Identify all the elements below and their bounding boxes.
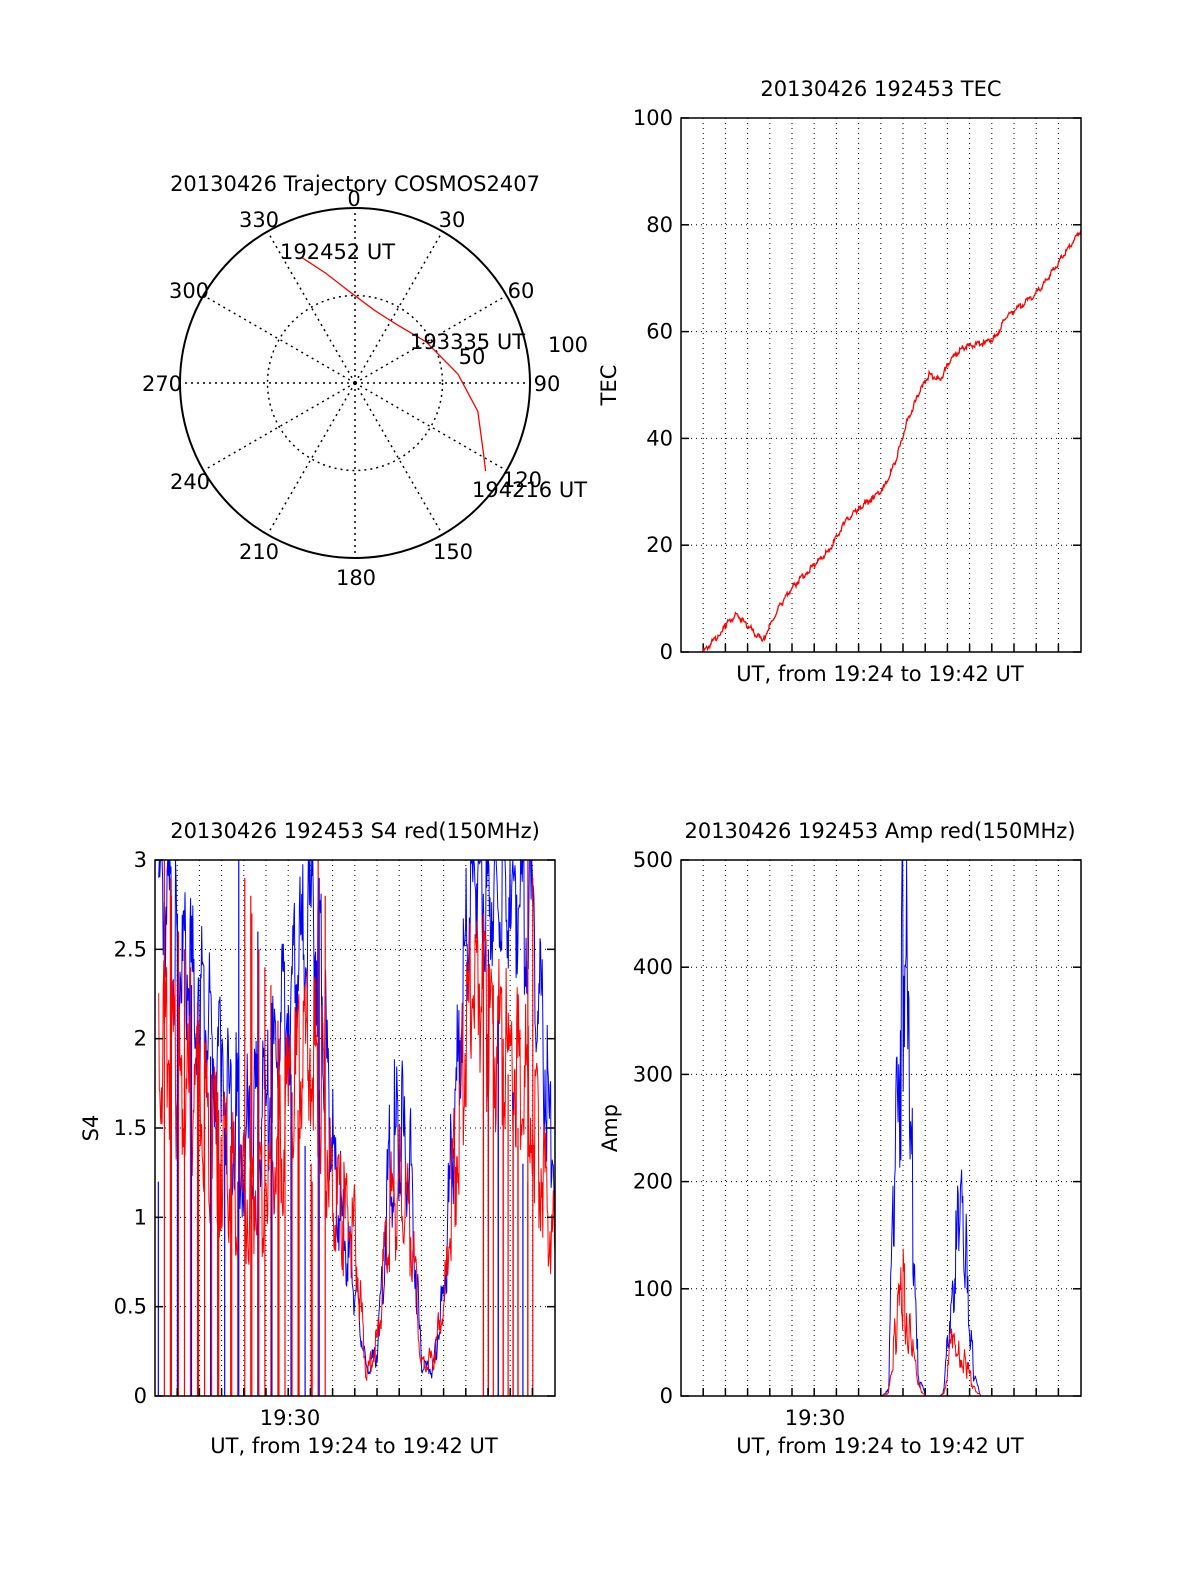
amp-plot-frame	[680, 859, 1082, 1397]
amp-y-tick-label: 200	[633, 1170, 673, 1194]
tec-y-tick-label: 100	[633, 106, 673, 130]
trajectory-track	[301, 256, 487, 472]
tec-series	[702, 229, 1082, 653]
angle-label-90: 90	[534, 372, 561, 396]
trajectory-title: 20130426 Trajectory COSMOS2407	[170, 172, 540, 196]
polar-spoke-210	[266, 382, 356, 535]
amp-series-line-1	[703, 1248, 1081, 1397]
s4-y-tick-label: 0.5	[114, 1295, 147, 1319]
polar-spoke-120	[354, 382, 507, 472]
polar-spoke-300	[203, 294, 356, 384]
amp-y-tick-label: 400	[633, 955, 673, 979]
angle-label-0: 0	[347, 187, 360, 211]
amp-y-ticks: 0 100 200 300 400 500	[633, 848, 1081, 1408]
tec-y-ticks: 0 20 40 60 80 100	[633, 106, 1081, 664]
angle-label-30: 30	[439, 208, 466, 232]
trajectory-mid-time: 193335 UT	[410, 330, 525, 354]
s4-y-tick-label: 2.5	[114, 937, 147, 961]
s4-y-tick-label: 0	[134, 1384, 147, 1408]
amp-y-tick-label: 300	[633, 1062, 673, 1086]
angle-label-240: 240	[170, 470, 210, 494]
amp-x-label: UT, from 19:24 to 19:42 UT	[736, 1434, 1024, 1458]
polar-angle-labels: 0 30 60 90 120 150 180 210 240 270 300 3…	[142, 187, 560, 590]
angle-label-300: 300	[169, 279, 209, 303]
trajectory-panel: 20130426 Trajectory COSMOS2407 0 30 60 9…	[142, 172, 588, 590]
tec-y-tick-label: 40	[646, 426, 673, 450]
tec-plot-frame	[680, 117, 1082, 653]
s4-series	[157, 859, 556, 1396]
s4-plot-frame	[154, 859, 556, 1397]
polar-spoke-240	[203, 382, 356, 472]
polar-spokes	[180, 208, 530, 558]
tec-y-label: TEC	[597, 365, 621, 407]
s4-y-ticks: 0 0.5 1 1.5 2 2.5 3	[114, 848, 555, 1408]
amp-y-label: Amp	[598, 1104, 622, 1152]
amp-y-tick-label: 100	[633, 1277, 673, 1301]
s4-x-tick-label: 19:30	[260, 1406, 321, 1430]
amp-series-line-0	[703, 859, 1081, 1397]
angle-label-60: 60	[508, 279, 535, 303]
amp-y-tick-label: 0	[660, 1384, 673, 1408]
trajectory-end-time: 194216 UT	[472, 478, 587, 502]
s4-panel: 20130426 192453 S4 red(150MHz) 0 0.5 1 1.5 2…	[79, 819, 556, 1458]
s4-x-label: UT, from 19:24 to 19:42 UT	[210, 1434, 498, 1458]
tec-x-label: UT, from 19:24 to 19:42 UT	[736, 662, 1024, 686]
angle-label-180: 180	[336, 566, 376, 590]
s4-y-tick-label: 1.5	[114, 1116, 147, 1140]
angle-label-270: 270	[142, 372, 182, 396]
radial-label-100: 100	[548, 333, 588, 357]
tec-series-line-0	[702, 229, 1082, 653]
tec-grid	[681, 118, 1081, 652]
tec-y-tick-label: 0	[660, 640, 673, 664]
angle-label-210: 210	[239, 540, 279, 564]
amp-panel: 20130426 192453 Amp red(150MHz) 0 100 200 3…	[598, 819, 1082, 1458]
s4-y-tick-label: 1	[134, 1205, 147, 1229]
trajectory-start-time: 192452 UT	[280, 240, 395, 264]
amp-x-tick-label: 19:30	[785, 1406, 846, 1430]
angle-label-330: 330	[239, 208, 279, 232]
amp-y-tick-label: 500	[633, 848, 673, 872]
s4-y-tick-label: 2	[134, 1027, 147, 1051]
polar-spoke-30	[354, 231, 444, 384]
polar-spoke-330	[266, 231, 356, 384]
polar-inner-circle	[266, 294, 444, 472]
amp-grid	[681, 860, 1081, 1396]
tec-panel: 20130426 192453 TEC 0 20 40 60 80 100 TEC UT,…	[597, 77, 1082, 686]
tec-y-tick-label: 80	[646, 213, 673, 237]
s4-y-label: S4	[79, 1115, 103, 1142]
polar-spoke-150	[354, 382, 444, 535]
s4-y-tick-label: 3	[134, 848, 147, 872]
tec-y-tick-label: 20	[646, 533, 673, 557]
amp-series	[703, 859, 1081, 1397]
amp-title: 20130426 192453 Amp red(150MHz)	[684, 819, 1075, 843]
tec-y-tick-label: 60	[646, 320, 673, 344]
s4-title: 20130426 192453 S4 red(150MHz)	[170, 819, 540, 843]
angle-label-120: 120	[502, 468, 542, 492]
angle-label-150: 150	[433, 540, 473, 564]
polar-spoke-60	[354, 294, 507, 384]
trajectory-line	[301, 256, 487, 472]
tec-title: 20130426 192453 TEC	[760, 77, 1001, 101]
radial-label-50: 50	[459, 345, 486, 369]
